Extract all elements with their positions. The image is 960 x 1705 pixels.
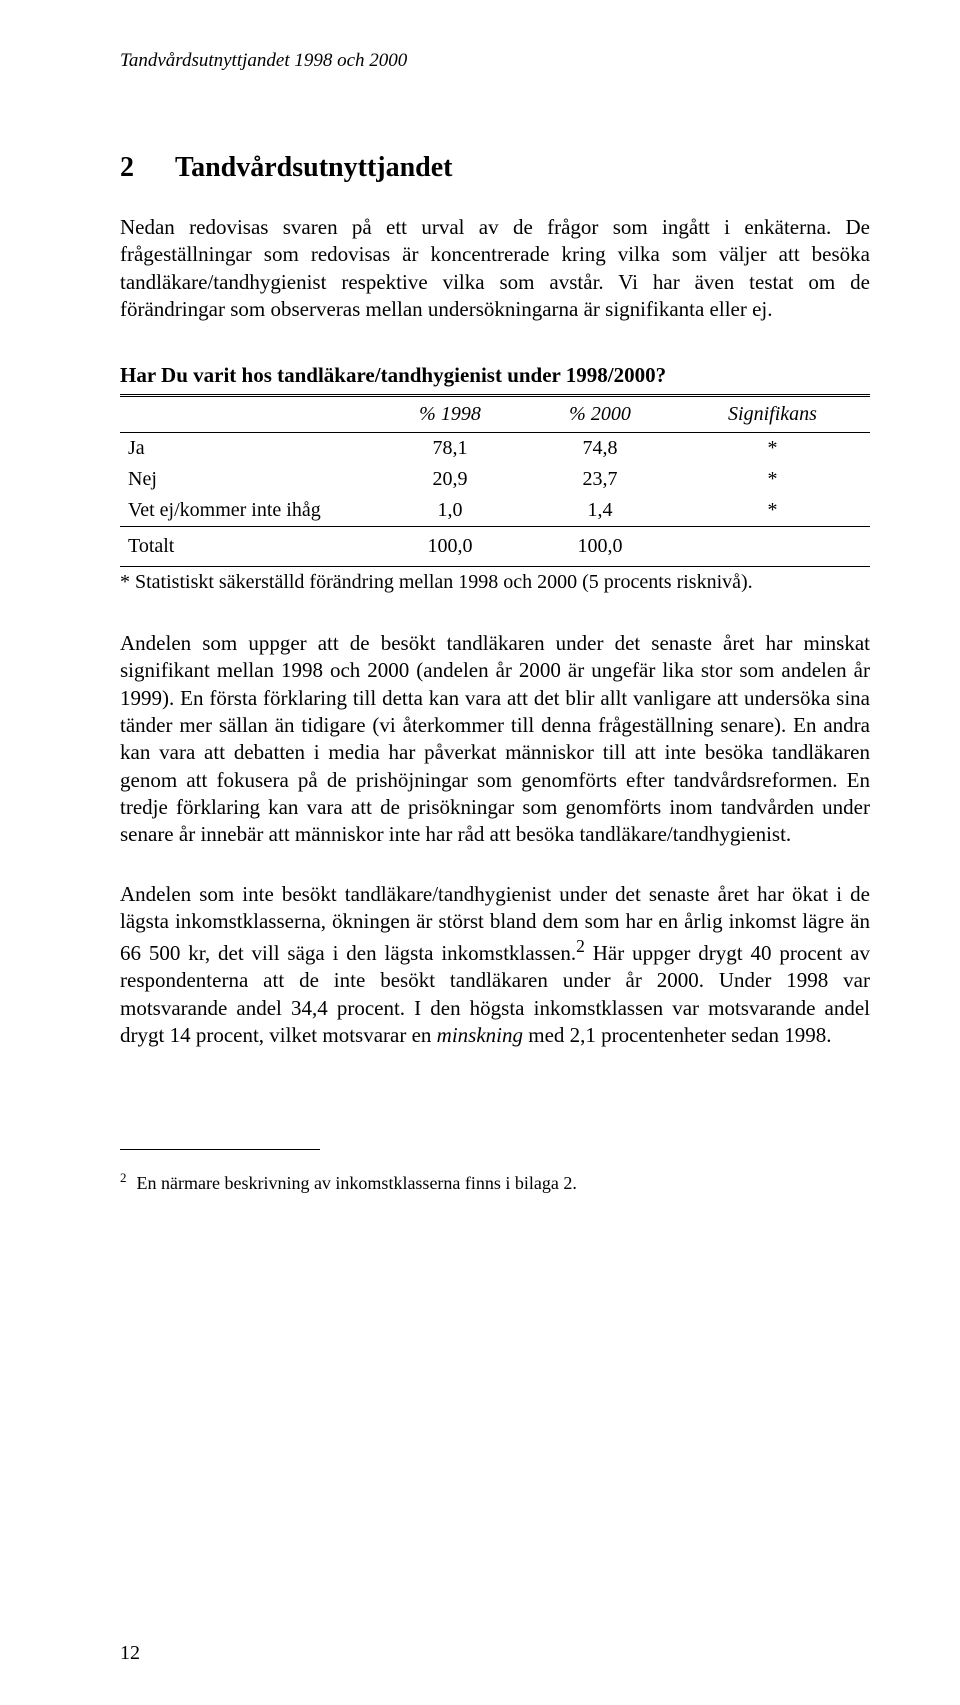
table-cell: *: [675, 464, 870, 495]
table-header-cell: % 2000: [525, 396, 675, 433]
footnote: 2 En närmare beskrivning av inkomstklasse…: [120, 1170, 870, 1194]
table-cell: Ja: [120, 433, 375, 465]
footnote-separator: [120, 1149, 320, 1150]
chapter-number: 2: [120, 152, 175, 184]
table-header-row: % 1998 % 2000 Signifikans: [120, 396, 870, 433]
table-cell: 1,0: [375, 495, 525, 527]
p3-emphasis: minskning: [437, 1023, 523, 1047]
chapter-heading: 2Tandvårdsutnyttjandet: [120, 152, 870, 184]
table-cell: *: [675, 495, 870, 527]
table-header-cell: % 1998: [375, 396, 525, 433]
table-cell: [675, 527, 870, 567]
table-cell: 20,9: [375, 464, 525, 495]
table-row: Ja 78,1 74,8 *: [120, 433, 870, 465]
table-cell: 100,0: [375, 527, 525, 567]
table-cell: 78,1: [375, 433, 525, 465]
intro-paragraph: Nedan redovisas svaren på ett urval av d…: [120, 214, 870, 323]
running-header: Tandvårdsutnyttjandet 1998 och 2000: [120, 50, 870, 72]
body-paragraph-3: Andelen som inte besökt tandläkare/tandh…: [120, 881, 870, 1050]
table-row: Nej 20,9 23,7 *: [120, 464, 870, 495]
footnote-ref: 2: [576, 936, 585, 956]
footnote-marker: 2: [120, 1170, 127, 1185]
document-page: Tandvårdsutnyttjandet 1998 och 2000 2Tan…: [0, 0, 960, 1705]
chapter-title: Tandvårdsutnyttjandet: [175, 152, 452, 183]
table-cell: 23,7: [525, 464, 675, 495]
data-table: % 1998 % 2000 Signifikans Ja 78,1 74,8 *…: [120, 394, 870, 567]
footnote-text: En närmare beskrivning av inkomstklasser…: [137, 1173, 577, 1193]
table-cell: 1,4: [525, 495, 675, 527]
table-header-cell: Signifikans: [675, 396, 870, 433]
table-cell: Totalt: [120, 527, 375, 567]
table-cell: Nej: [120, 464, 375, 495]
page-number: 12: [120, 1642, 140, 1665]
table-cell: Vet ej/kommer inte ihåg: [120, 495, 375, 527]
body-paragraph-2: Andelen som uppger att de besökt tandläk…: [120, 630, 870, 848]
table-footnote: * Statistiskt säkerställd förändring mel…: [120, 571, 870, 594]
table-total-row: Totalt 100,0 100,0: [120, 527, 870, 567]
table-row: Vet ej/kommer inte ihåg 1,0 1,4 *: [120, 495, 870, 527]
table-title: Har Du varit hos tandläkare/tandhygienis…: [120, 363, 870, 388]
p3-part-c: med 2,1 procentenheter sedan 1998.: [523, 1023, 831, 1047]
table-cell: 100,0: [525, 527, 675, 567]
table-cell: 74,8: [525, 433, 675, 465]
table-header-cell: [120, 396, 375, 433]
table-cell: *: [675, 433, 870, 465]
